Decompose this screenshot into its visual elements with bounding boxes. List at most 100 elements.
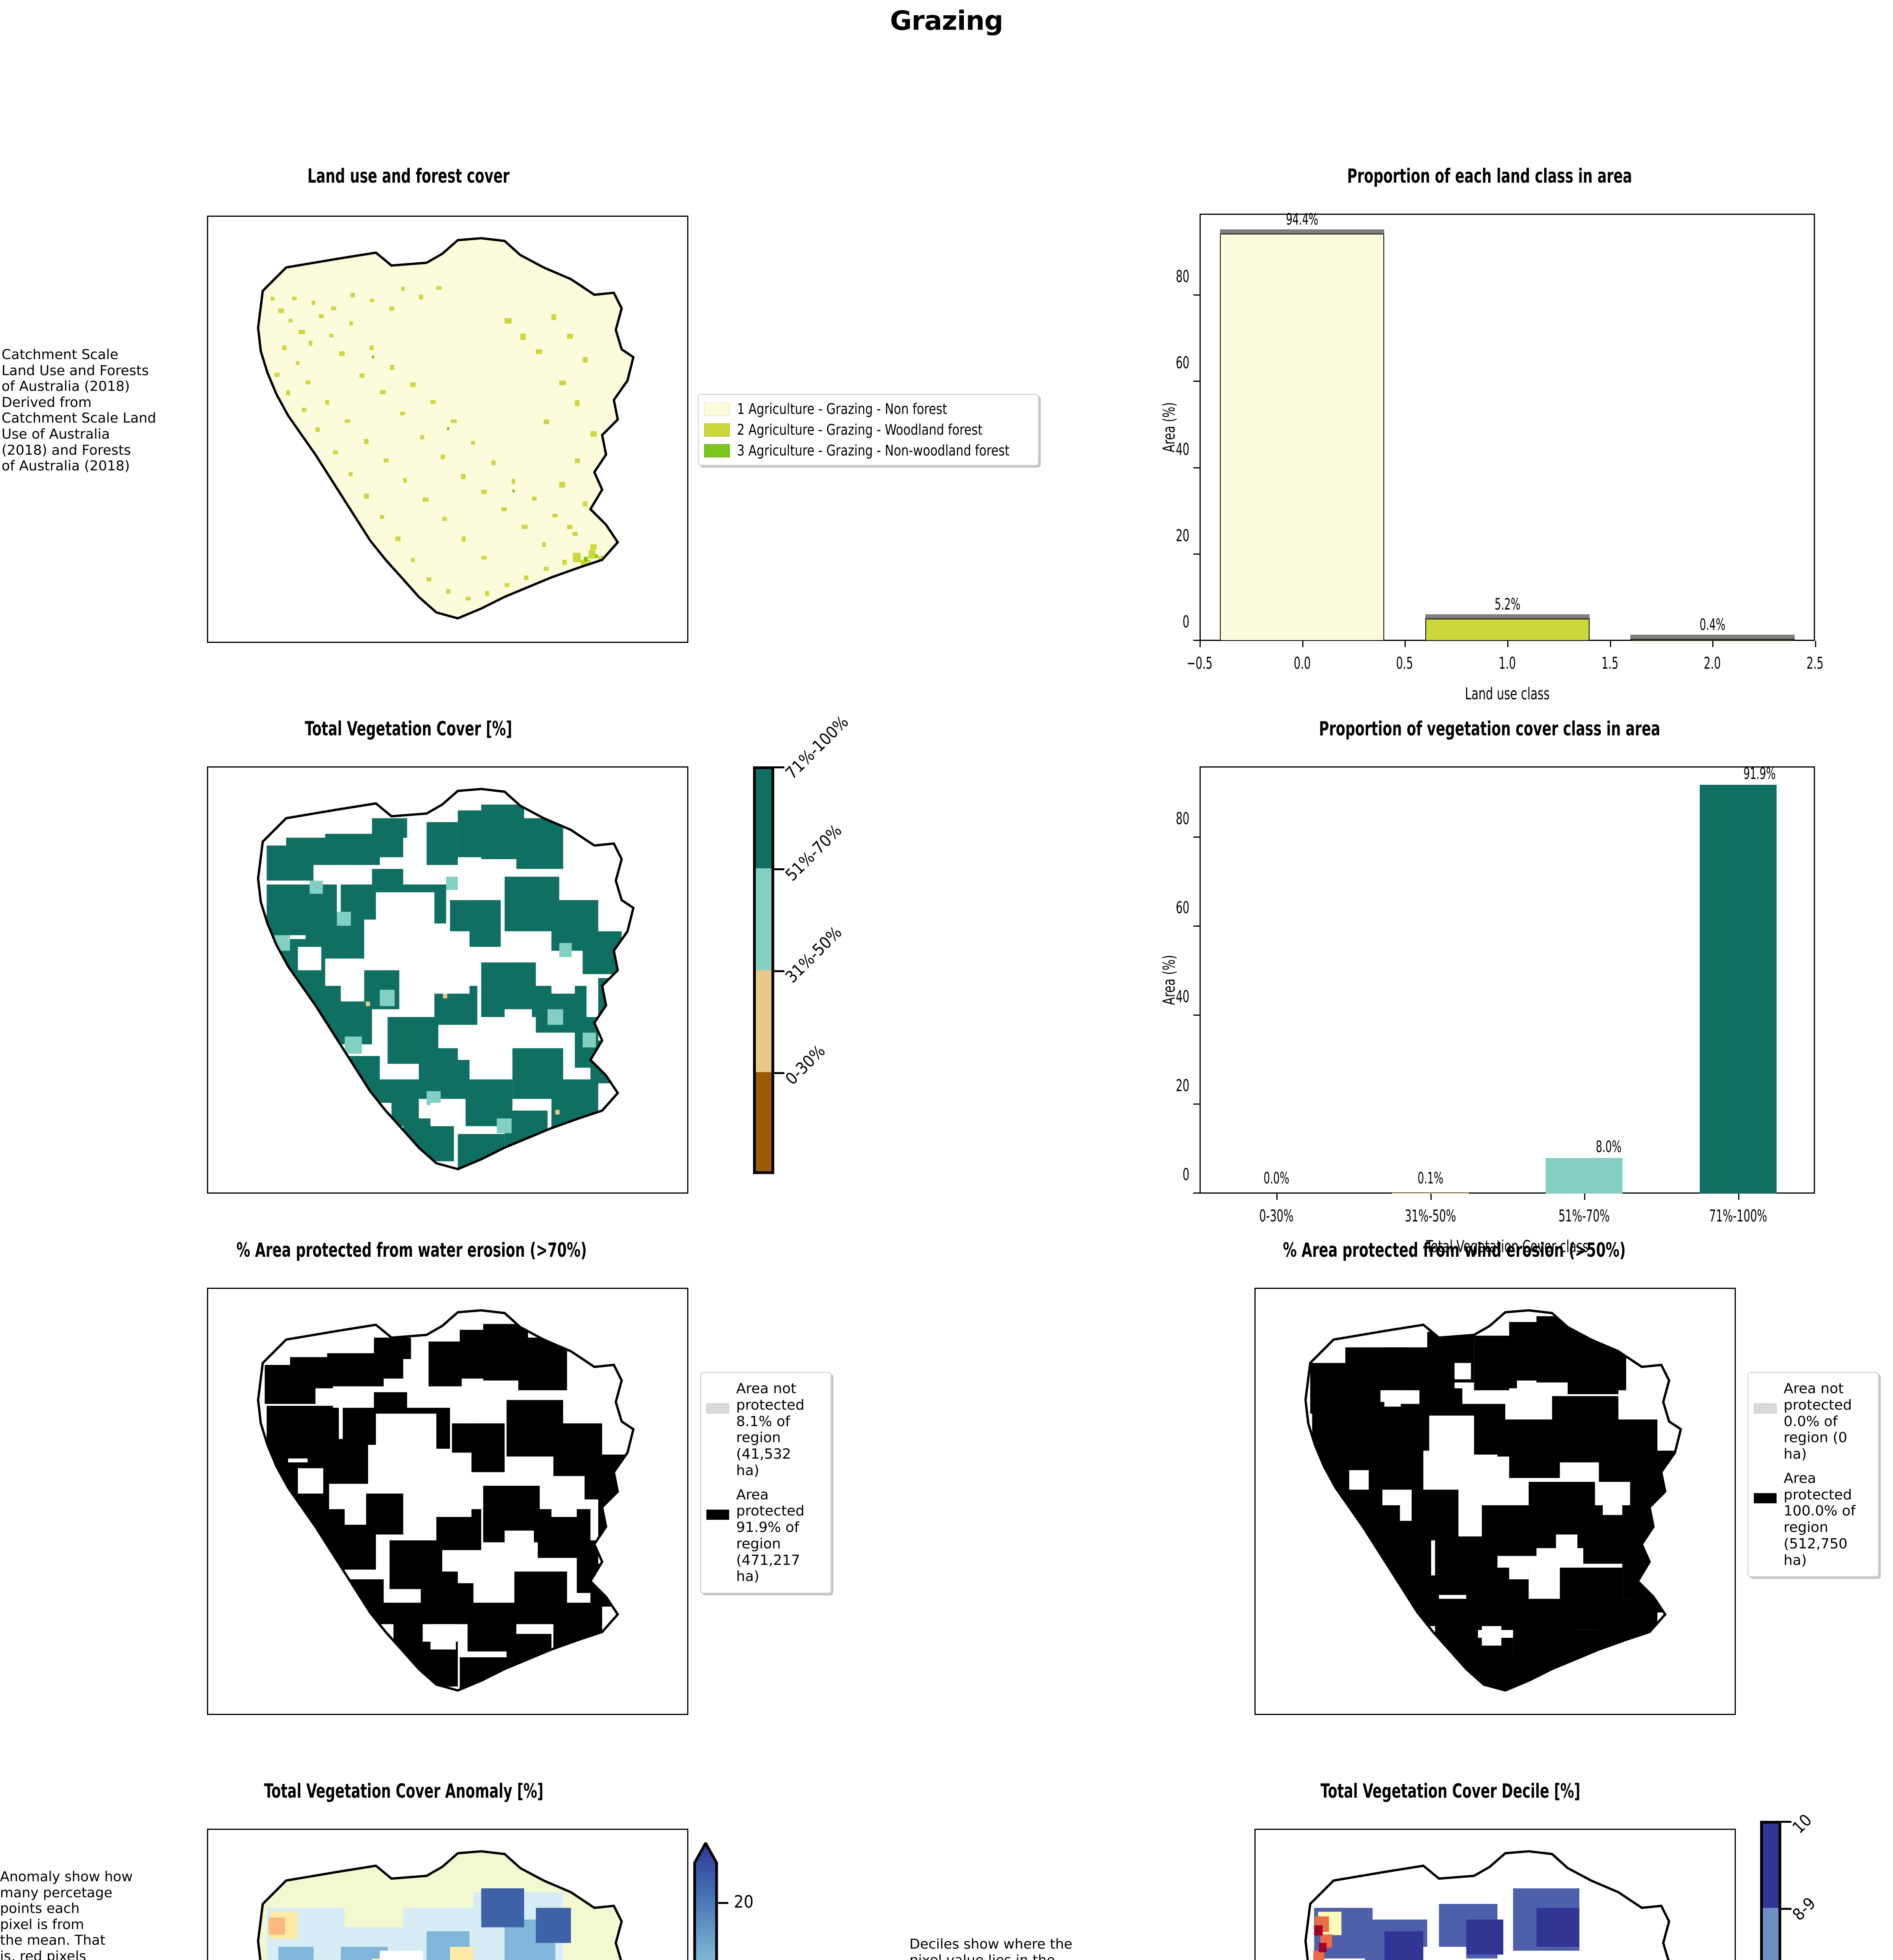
xtick-label-6: 2.5 — [1806, 653, 1824, 673]
land-use-map-axes — [207, 216, 688, 643]
anomaly-map-title: Total Vegetation Cover Anomaly [%] — [264, 1780, 544, 1802]
bar-veg-class-3 — [1699, 785, 1777, 1194]
xtick-label-3: 71%-100% — [1709, 1206, 1767, 1225]
bar-cap — [1220, 229, 1384, 234]
bar-label-land-class-0: 94.4% — [1286, 211, 1318, 229]
decile-explanation-note: Deciles show where the pixel value lies … — [909, 1936, 1073, 1960]
land-use-map-title: Land use and forest cover — [307, 165, 510, 187]
veg-class-chart-title: Proportion of vegetation cover class in … — [1319, 717, 1661, 740]
water-erosion-map-title: % Area protected from water erosion (>70… — [236, 1239, 587, 1261]
wind-erosion-legend: Area not protected 0.0% of region (0 ha)… — [1748, 1372, 1879, 1577]
bar-veg-class-2 — [1546, 1158, 1623, 1194]
legend-label-woodland-forest: 2 Agriculture - Grazing - Woodland fores… — [737, 421, 983, 438]
wind-erosion-map-axes — [1254, 1288, 1736, 1715]
veg-cover-colorbar: 71%-100% 51%-70% 31%-50% 0-30% — [753, 712, 852, 1174]
ytick-label-80: 80 — [1176, 267, 1189, 286]
ytick-label-60: 60 — [1176, 353, 1189, 372]
legend-item: Area not protected 0.0% of region (0 ha) — [1754, 1381, 1873, 1463]
bar-label-veg-class-0: 0.0% — [1263, 1169, 1290, 1187]
colorbar-segment-31-50 — [753, 970, 774, 1072]
colorbar-label-71-100: 71%-100% — [781, 712, 852, 783]
ytick-mark — [1193, 1103, 1200, 1105]
ytick-mark — [1193, 640, 1200, 641]
veg-cover-map-canvas — [208, 768, 687, 1192]
xtick-mark — [1405, 641, 1406, 647]
decile-label-10: 10 — [1788, 1810, 1816, 1837]
colorbar-segment-8-9 — [1760, 1908, 1781, 1960]
ytick-mark — [1193, 926, 1200, 927]
wind-erosion-map-canvas — [1256, 1289, 1735, 1714]
colorbar-tick — [774, 1072, 784, 1074]
decile-map-canvas — [1256, 1830, 1735, 1960]
xtick-mark — [1738, 1194, 1739, 1200]
bar-veg-class-1 — [1392, 1193, 1469, 1194]
bar-label-veg-class-2: 8.0% — [1596, 1138, 1622, 1156]
colorbar-segment-10 — [1760, 1821, 1781, 1908]
land-class-chart: 0 20 40 60 80 94.4% 5.2% 0.4% −0.5 0.0 0… — [1160, 211, 1824, 703]
legend-label-not-protected: Area not protected 8.1% of region (41,53… — [736, 1381, 805, 1479]
colorbar-tick — [774, 868, 784, 870]
land-use-map-canvas — [208, 217, 687, 642]
xtick-mark — [1610, 641, 1611, 647]
ytick-label-0: 0 — [1182, 612, 1189, 632]
bar-label-land-class-2: 0.4% — [1699, 616, 1726, 634]
ytick-label-20: 20 — [1176, 1076, 1189, 1095]
ytick-label-0: 0 — [1182, 1165, 1189, 1184]
xtick-label-0: −0.5 — [1186, 653, 1213, 673]
ytick-label-40: 40 — [1176, 987, 1189, 1006]
xtick-label-1: 31%-50% — [1405, 1206, 1456, 1225]
water-erosion-map-canvas — [208, 1289, 687, 1714]
decile-map-title: Total Vegetation Cover Decile [%] — [1320, 1780, 1581, 1802]
ytick-mark — [1193, 1192, 1200, 1194]
bar-land-class-1 — [1425, 619, 1590, 641]
legend-label-not-protected: Area not protected 0.0% of region (0 ha) — [1784, 1381, 1852, 1462]
ytick-mark — [1193, 1014, 1200, 1016]
xtick-mark — [1276, 1194, 1278, 1200]
decile-colorbar: 10 8-9 4-7 2-3 1 — [1760, 1810, 1819, 1960]
decile-map-axes — [1254, 1829, 1736, 1960]
colorbar-tick — [718, 1902, 728, 1904]
colorbar-segment-51-70 — [753, 868, 774, 970]
colorbar-tick — [774, 970, 784, 972]
land-use-legend: 1 Agriculture - Grazing - Non forest 2 A… — [698, 394, 1039, 466]
bar-cap — [1425, 614, 1590, 619]
x-axis-label: Total Vegetation Cover class — [1426, 1237, 1589, 1256]
decile-label-8-9: 8-9 — [1788, 1893, 1819, 1924]
colorbar-segment-71-100 — [753, 766, 774, 868]
legend-item: Area protected 91.9% of region (471,217 … — [706, 1487, 825, 1585]
colorbar-tick — [1781, 1908, 1791, 1910]
water-erosion-legend: Area not protected 8.1% of region (41,53… — [700, 1372, 831, 1593]
bar-label-veg-class-3: 91.9% — [1743, 765, 1776, 783]
water-erosion-map-axes — [207, 1288, 688, 1715]
colorbar-label-0-30: 0-30% — [781, 1041, 829, 1089]
land-class-chart-title: Proportion of each land class in area — [1347, 165, 1632, 187]
page-title: Grazing — [890, 5, 1003, 36]
wind-erosion-map-title: % Area protected from wind erosion (>50%… — [1283, 1239, 1626, 1261]
legend-item: Area protected 100.0% of region (512,750… — [1754, 1470, 1873, 1569]
bar-label-veg-class-1: 0.1% — [1417, 1169, 1443, 1187]
colorbar-segment-0-30 — [753, 1072, 774, 1174]
ytick-label-20: 20 — [1176, 526, 1189, 545]
veg-cover-map-title: Total Vegetation Cover [%] — [305, 717, 512, 740]
bar-cap — [1630, 635, 1795, 639]
xtick-mark — [1584, 1194, 1586, 1200]
ytick-mark — [1193, 294, 1200, 296]
xtick-mark — [1815, 641, 1816, 647]
legend-label-protected: Area protected 100.0% of region (512,750… — [1784, 1470, 1856, 1568]
legend-item: 2 Agriculture - Grazing - Woodland fores… — [704, 421, 1033, 438]
anomaly-map-canvas — [208, 1830, 687, 1960]
anomaly-tick-label-20: 20 — [734, 1892, 754, 1912]
xtick-mark — [1200, 641, 1201, 647]
ytick-mark — [1193, 554, 1200, 555]
legend-label-non-forest: 1 Agriculture - Grazing - Non forest — [737, 401, 947, 417]
xtick-mark — [1507, 641, 1508, 647]
bar-land-class-2 — [1630, 639, 1795, 641]
bar-land-class-0 — [1220, 234, 1384, 641]
ytick-mark — [1193, 467, 1200, 468]
colorbar-label-31-50: 31%-50% — [781, 922, 846, 987]
xtick-label-0: 0-30% — [1259, 1206, 1294, 1225]
ytick-label-40: 40 — [1176, 439, 1189, 459]
land-use-source-note: Catchment Scale Land Use and Forests of … — [2, 347, 156, 474]
xtick-label-2: 0.5 — [1396, 653, 1413, 673]
legend-label-protected: Area protected 91.9% of region (471,217 … — [736, 1486, 805, 1585]
